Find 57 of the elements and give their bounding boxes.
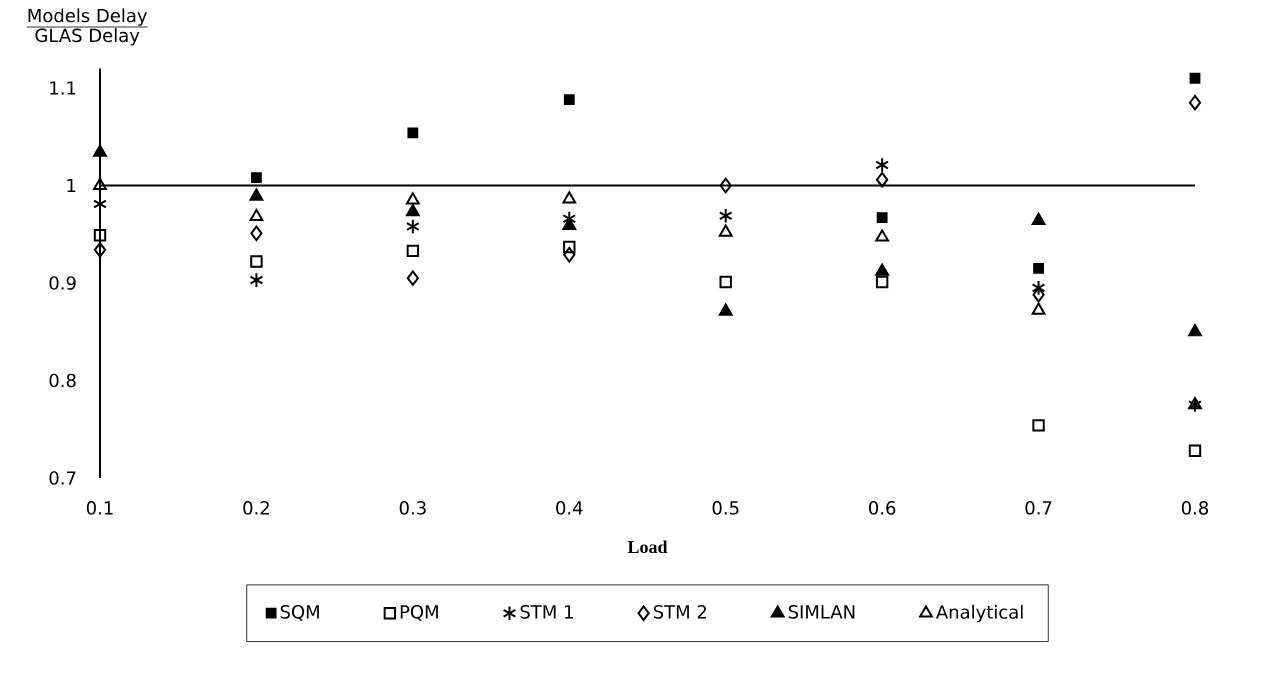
- point: [1031, 212, 1046, 226]
- point: [875, 275, 889, 289]
- point: [876, 212, 888, 224]
- y-tick-label: 0.7: [49, 471, 76, 485]
- y-tick-label: 1.1: [50, 81, 76, 95]
- y-axis-title: $\frac{\mbox{Models Delay}}{\mbox{GLAS Delay}}$: [26, 8, 148, 46]
- point: [251, 172, 262, 184]
- x-tick-label: 0.7: [1025, 501, 1052, 515]
- point: [1031, 302, 1046, 315]
- y-tick-label: 0.8: [49, 373, 76, 388]
- x-tick-label: 0.6: [869, 501, 896, 515]
- point: [1032, 419, 1045, 432]
- point: [875, 229, 890, 242]
- legend-label: Analytical: [935, 604, 1023, 623]
- y-tick-label: 1: [67, 178, 76, 193]
- legend-label: PQM: [400, 605, 438, 621]
- point: [1188, 323, 1202, 337]
- point: [93, 144, 107, 157]
- legend-label: STM 1: [520, 605, 573, 619]
- legend-label: SIMLAN: [788, 605, 855, 619]
- point: [249, 188, 264, 201]
- point: [719, 177, 732, 194]
- point: [249, 208, 264, 222]
- point: [249, 272, 264, 288]
- point: [875, 263, 890, 276]
- point: [405, 218, 420, 235]
- point: [562, 191, 577, 204]
- point: [250, 225, 263, 242]
- x-tick-label: 0.4: [556, 501, 583, 515]
- x-axis-title: Load: [627, 540, 668, 554]
- y-tick-label: 0.9: [49, 276, 76, 290]
- x-tick-label: 0.3: [399, 501, 426, 515]
- point: [405, 204, 420, 217]
- point: [1188, 444, 1202, 457]
- point: [563, 240, 576, 254]
- point: [719, 275, 732, 289]
- legend-label: STM 2: [653, 605, 707, 619]
- point: [405, 192, 420, 205]
- x-tick-label: 0.2: [243, 501, 269, 515]
- point: [718, 303, 733, 316]
- x-tick-label: 0.1: [86, 501, 113, 515]
- x-tick-label: 0.8: [1181, 501, 1209, 515]
- point: [1189, 72, 1201, 84]
- point: [563, 94, 575, 106]
- legend-label: SQM: [280, 605, 319, 621]
- point: [406, 244, 420, 258]
- point: [407, 127, 419, 139]
- point: [563, 246, 576, 263]
- point: [406, 270, 419, 286]
- point: [1033, 262, 1044, 274]
- point: [93, 177, 107, 190]
- point: [93, 242, 107, 258]
- point: [1188, 94, 1202, 111]
- point: [250, 255, 263, 268]
- point: [93, 229, 107, 242]
- point: [1031, 280, 1046, 296]
- x-tick-label: 0.5: [712, 501, 739, 515]
